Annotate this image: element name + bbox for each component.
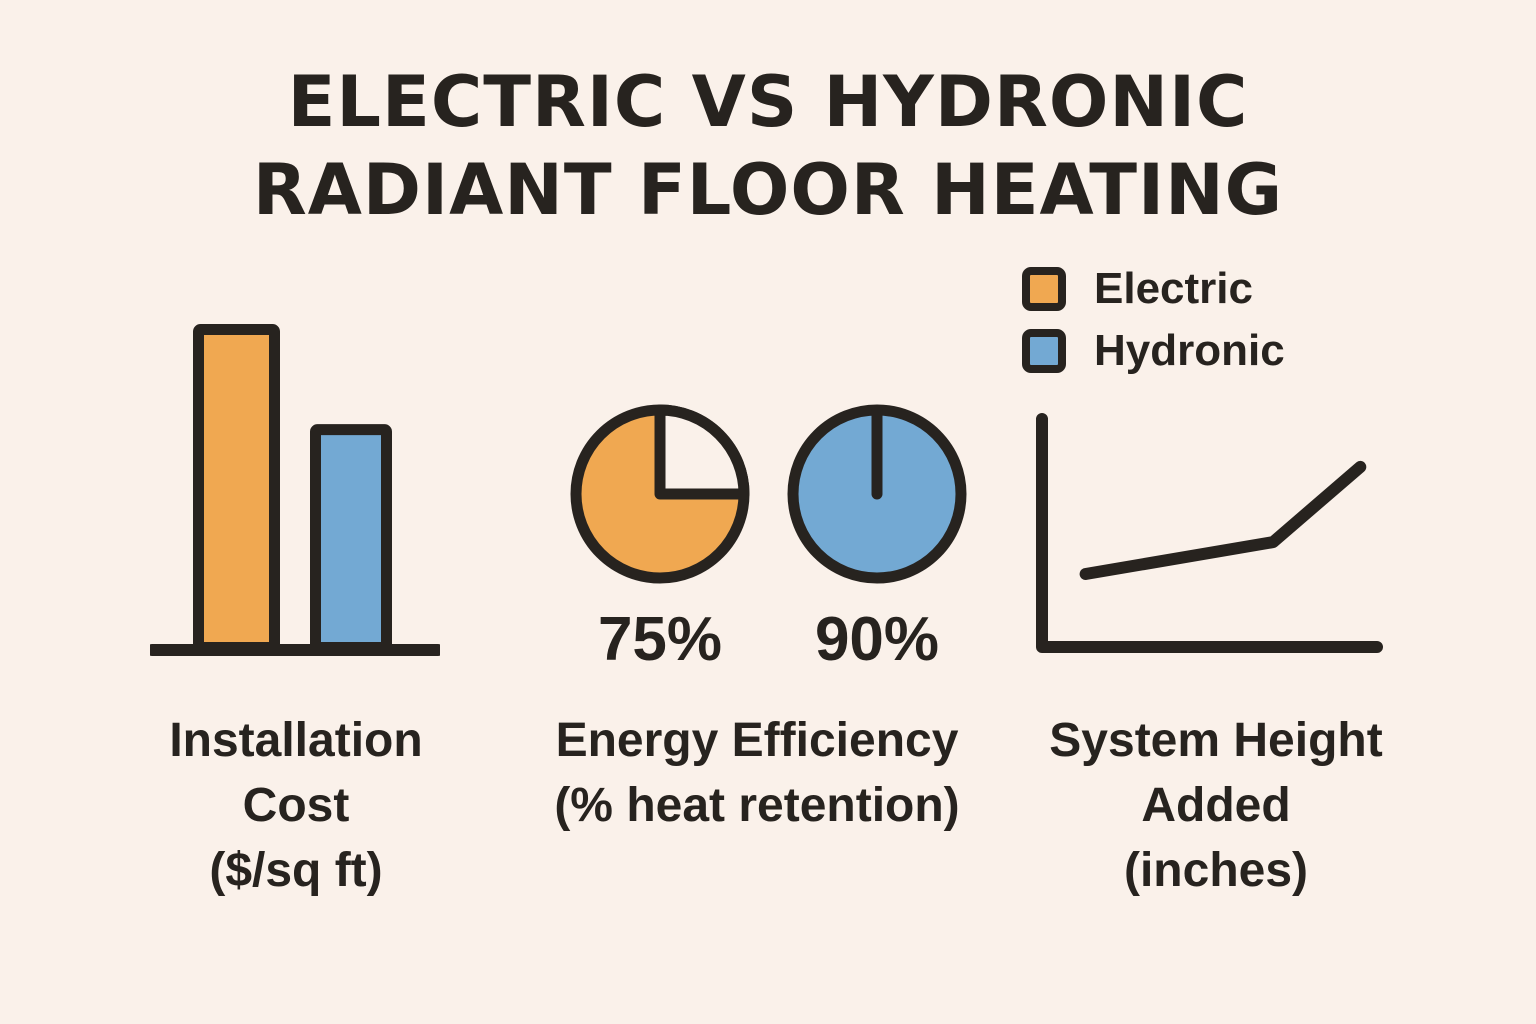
legend: Electric Hydronic [1022, 266, 1285, 390]
caption-installation-cost-line2: Cost [242, 779, 350, 832]
caption-installation-cost: Installation Cost ($/sq ft) [46, 708, 546, 903]
caption-energy-efficiency: Energy Efficiency (% heat retention) [507, 708, 1007, 838]
legend-label-hydronic: Hydronic [1094, 326, 1285, 375]
caption-energy-efficiency-line1: Energy Efficiency [555, 714, 959, 767]
page-title-line1: ELECTRIC VS HYDRONIC [287, 61, 1249, 143]
caption-system-height-line2: Added [1141, 779, 1291, 832]
caption-system-height-line3: (inches) [1123, 844, 1309, 897]
legend-item-electric: Electric [1022, 266, 1285, 312]
bar-hydronic [310, 424, 392, 653]
line-chart-axes [1036, 413, 1383, 653]
bar-chart-svg [146, 324, 444, 656]
pie-svg-1 [787, 404, 967, 584]
caption-installation-cost-line1: Installation [169, 714, 423, 767]
installation-cost-bar-chart [146, 317, 444, 662]
pie-electric-column: 75% [560, 394, 760, 672]
caption-system-height: System Height Added (inches) [966, 708, 1466, 903]
pie-empty-wedge-electric [654, 404, 750, 500]
page-title-line2: RADIANT FLOOR HEATING [252, 149, 1284, 231]
pie-svg-0 [570, 404, 750, 584]
caption-installation-cost-line3: ($/sq ft) [209, 844, 383, 897]
page-title: ELECTRIC VS HYDRONIC RADIANT FLOOR HEATI… [0, 58, 1536, 234]
legend-swatch-electric [1022, 267, 1066, 311]
legend-swatch-hydronic [1022, 329, 1066, 373]
bar-electric [193, 324, 280, 653]
caption-energy-efficiency-line2: (% heat retention) [554, 779, 960, 832]
legend-label-electric: Electric [1094, 264, 1253, 313]
pie-electric-value-label: 75% [597, 605, 723, 674]
legend-item-hydronic: Hydronic [1022, 328, 1285, 374]
line-chart-svg [1036, 413, 1383, 653]
caption-system-height-line1: System Height [1049, 714, 1383, 767]
system-height-line-chart [1036, 413, 1386, 658]
line-chart-series [1079, 460, 1367, 580]
energy-efficiency-pie-group: 75% 90% [560, 394, 977, 672]
pie-hydronic-column: 90% [777, 394, 977, 672]
pie-hydronic-value-label: 90% [814, 605, 940, 674]
